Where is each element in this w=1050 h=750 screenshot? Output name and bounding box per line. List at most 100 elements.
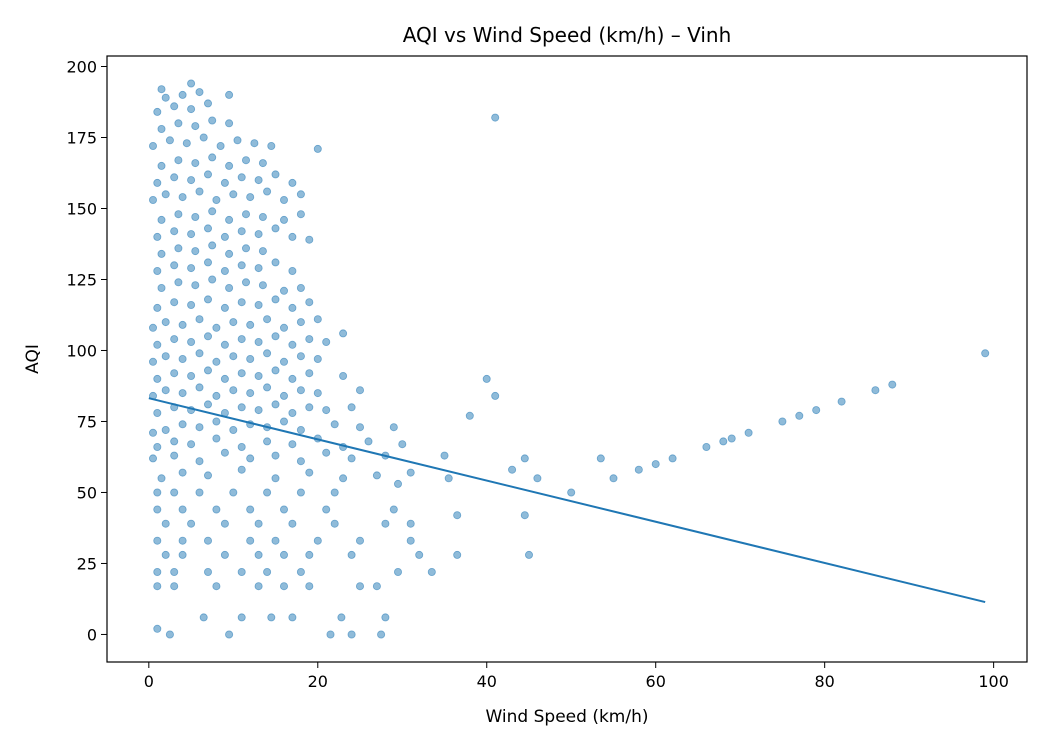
data-point: [296, 386, 305, 395]
data-point: [355, 423, 364, 432]
data-point: [174, 210, 183, 219]
data-point: [203, 258, 212, 267]
data-point: [208, 153, 217, 162]
data-point: [339, 329, 348, 338]
data-point: [148, 195, 157, 204]
data-point: [237, 298, 246, 307]
data-point: [153, 536, 162, 545]
data-point: [313, 144, 322, 153]
data-point: [157, 85, 166, 94]
data-point: [229, 386, 238, 395]
data-point: [153, 408, 162, 417]
y-tick-label: 0: [87, 625, 97, 644]
data-point: [157, 215, 166, 224]
data-point: [195, 423, 204, 432]
data-point: [241, 244, 250, 253]
data-point: [330, 519, 339, 528]
data-point: [372, 471, 381, 480]
data-point: [161, 550, 170, 559]
data-point: [305, 298, 314, 307]
data-point: [208, 241, 217, 250]
data-point: [288, 440, 297, 449]
data-point: [406, 519, 415, 528]
data-point: [271, 536, 280, 545]
y-tick-label: 200: [66, 58, 97, 77]
data-point: [267, 613, 276, 622]
data-point: [157, 161, 166, 170]
data-point: [233, 136, 242, 145]
data-point: [254, 337, 263, 346]
plot-frame: [106, 55, 1028, 663]
data-point: [381, 613, 390, 622]
data-point: [520, 511, 529, 520]
data-point: [267, 141, 276, 150]
data-point: [208, 207, 217, 216]
y-axis-label: AQI: [23, 344, 43, 374]
data-point: [744, 428, 753, 437]
data-point: [533, 474, 542, 483]
trend-line: [148, 397, 986, 604]
data-point: [225, 283, 234, 292]
data-point: [355, 582, 364, 591]
data-point: [305, 335, 314, 344]
data-point: [296, 457, 305, 466]
data-point: [465, 411, 474, 420]
x-tick-label: 80: [814, 672, 834, 691]
data-point: [263, 488, 272, 497]
data-point: [220, 232, 229, 241]
data-point: [377, 630, 386, 639]
x-tick-label: 100: [978, 672, 1009, 691]
data-point: [778, 417, 787, 426]
data-point: [313, 389, 322, 398]
data-point: [279, 286, 288, 295]
data-point: [263, 437, 272, 446]
data-point: [246, 536, 255, 545]
data-point: [250, 139, 259, 148]
data-point: [153, 488, 162, 497]
data-point: [178, 389, 187, 398]
data-point: [347, 550, 356, 559]
data-point: [170, 451, 179, 460]
data-point: [170, 568, 179, 577]
data-point: [165, 136, 174, 145]
data-point: [254, 519, 263, 528]
data-point: [178, 420, 187, 429]
data-point: [258, 159, 267, 168]
data-point: [220, 266, 229, 275]
data-point: [372, 582, 381, 591]
data-point: [296, 190, 305, 199]
data-point: [174, 119, 183, 128]
data-point: [271, 400, 280, 409]
data-point: [170, 437, 179, 446]
data-point: [212, 434, 221, 443]
x-tick-label: 0: [144, 672, 154, 691]
data-point: [195, 457, 204, 466]
data-point: [393, 568, 402, 577]
data-point: [229, 425, 238, 434]
data-point: [322, 406, 331, 415]
data-point: [254, 406, 263, 415]
data-point: [305, 468, 314, 477]
data-point: [161, 519, 170, 528]
data-point: [199, 613, 208, 622]
data-point: [246, 389, 255, 398]
x-tick-label: 40: [477, 672, 497, 691]
data-point: [208, 116, 217, 125]
data-point: [178, 550, 187, 559]
data-point: [288, 303, 297, 312]
data-point: [313, 315, 322, 324]
data-point: [279, 215, 288, 224]
chart-title: AQI vs Wind Speed (km/h) – Vinh: [403, 23, 732, 47]
data-point: [178, 468, 187, 477]
data-point: [271, 295, 280, 304]
data-point: [525, 550, 534, 559]
data-point: [237, 261, 246, 270]
data-point: [271, 332, 280, 341]
data-point: [170, 335, 179, 344]
data-point: [347, 403, 356, 412]
data-point: [203, 170, 212, 179]
data-point: [271, 258, 280, 267]
data-point: [263, 349, 272, 358]
data-point: [288, 232, 297, 241]
